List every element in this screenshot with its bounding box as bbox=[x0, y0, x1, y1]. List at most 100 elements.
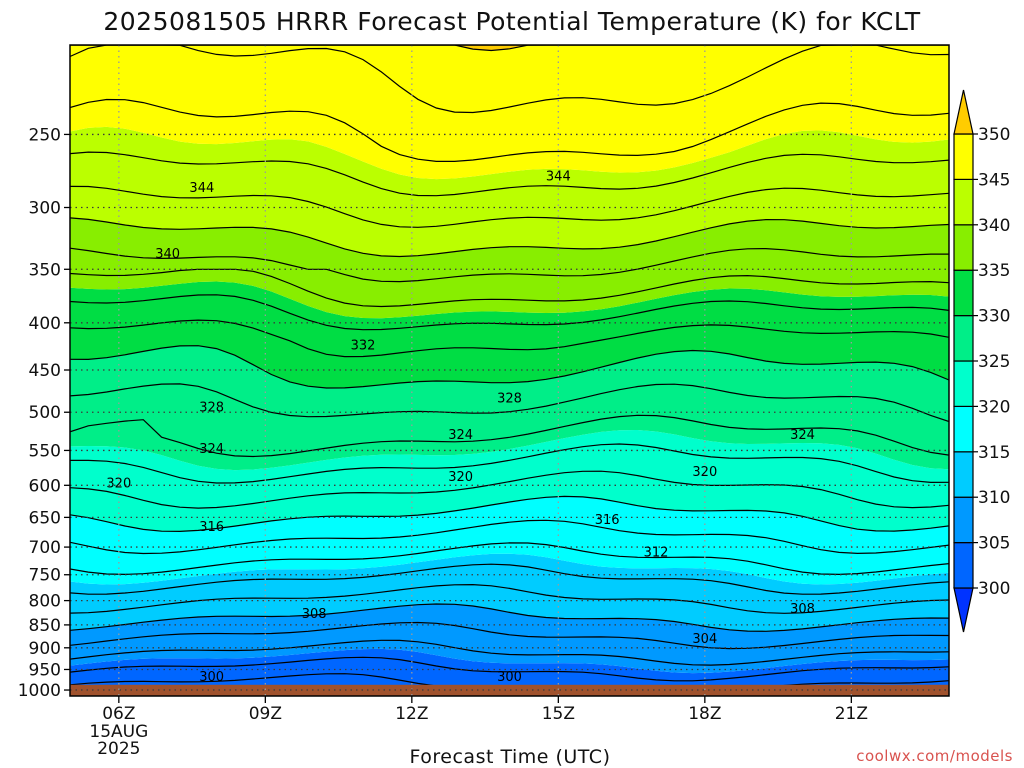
colorbar-segment bbox=[953, 451, 974, 498]
contour-label: 324 bbox=[199, 442, 224, 457]
colorbar: 300 305 310 315 320 325 330 335 340 345 350 bbox=[953, 89, 1010, 633]
colorbar-segment bbox=[953, 224, 974, 271]
colorbar-label: 330 bbox=[978, 307, 1010, 327]
colorbar-label: 340 bbox=[978, 216, 1010, 236]
contour-label: 320 bbox=[692, 465, 717, 480]
contour-line bbox=[70, 383, 949, 423]
y-tick-label: 750 bbox=[29, 566, 61, 586]
y-tick-label: 900 bbox=[29, 639, 61, 659]
contour-line bbox=[70, 151, 949, 197]
color-band bbox=[70, 45, 949, 180]
y-tick-label: 700 bbox=[29, 538, 61, 558]
colorbar-label: 350 bbox=[978, 125, 1010, 145]
colorbar-label: 315 bbox=[978, 443, 1010, 463]
contour-label: 320 bbox=[106, 477, 131, 492]
colorbar-label: 300 bbox=[978, 579, 1010, 599]
contour-line bbox=[70, 268, 949, 308]
contour-line bbox=[70, 45, 949, 114]
colorbar-label: 320 bbox=[978, 397, 1010, 417]
x-tick-label: 21Z bbox=[835, 704, 868, 724]
contour-line bbox=[70, 603, 949, 632]
contour-line bbox=[70, 345, 949, 389]
contour-label: 328 bbox=[199, 401, 224, 416]
color-band bbox=[70, 345, 949, 471]
y-tick-label: 450 bbox=[29, 361, 61, 381]
colorbar-label: 335 bbox=[978, 261, 1010, 281]
contour-line bbox=[70, 98, 949, 162]
x-tick-label: 18Z bbox=[688, 704, 721, 724]
contour-label: 324 bbox=[790, 428, 815, 443]
y-tick-label: 400 bbox=[29, 314, 61, 334]
credit-text: coolwx.com/models bbox=[856, 747, 1013, 765]
colorbar-label: 345 bbox=[978, 170, 1010, 190]
isentrope-contours bbox=[70, 45, 949, 696]
colorbar-label: 310 bbox=[978, 488, 1010, 508]
contour-line bbox=[70, 639, 949, 666]
y-tick-label: 300 bbox=[29, 199, 61, 219]
y-tick-label: 650 bbox=[29, 508, 61, 528]
color-band bbox=[70, 648, 949, 696]
contour-line bbox=[70, 185, 949, 228]
color-fill-bands bbox=[70, 45, 949, 696]
contour-line bbox=[70, 294, 949, 331]
y-tick-label: 600 bbox=[29, 476, 61, 496]
contour-label: 304 bbox=[692, 632, 717, 647]
y-tick-label: 800 bbox=[29, 592, 61, 612]
colorbar-segment bbox=[953, 360, 974, 408]
contour-label: 328 bbox=[497, 392, 522, 407]
contour-label: 316 bbox=[595, 513, 620, 528]
color-band bbox=[70, 45, 949, 51]
color-band bbox=[70, 217, 949, 319]
colorbar-min-arrow bbox=[953, 587, 974, 633]
colorbar-segment bbox=[953, 315, 974, 362]
contour-line bbox=[70, 217, 949, 258]
colorbar-segment bbox=[953, 405, 974, 453]
contour-label: 300 bbox=[199, 670, 224, 685]
contour-labels: 344 344 340 332 328 328 324 324 324 320 320 320 316 3… bbox=[106, 170, 814, 686]
contour-line bbox=[70, 563, 949, 595]
contour-label: 344 bbox=[189, 181, 214, 196]
chart-title: 2025081505 HRRR Forecast Potential Tempe… bbox=[103, 7, 921, 36]
contour-line bbox=[70, 414, 949, 458]
contour-line bbox=[70, 495, 949, 533]
x-date-label: 15AUG bbox=[89, 722, 148, 742]
y-tick-label: 350 bbox=[29, 260, 61, 280]
colorbar-segment bbox=[953, 133, 974, 181]
contour-line bbox=[70, 583, 949, 614]
y-tick-label: 500 bbox=[29, 403, 61, 423]
x-tick-label: 15Z bbox=[542, 704, 575, 724]
colorbar-label: 325 bbox=[978, 352, 1010, 372]
contour-line bbox=[70, 470, 949, 509]
color-band bbox=[70, 553, 949, 632]
color-band bbox=[70, 496, 949, 585]
contour-line bbox=[70, 519, 949, 555]
contour-label: 344 bbox=[546, 170, 571, 185]
x-date-label: 2025 bbox=[97, 739, 140, 759]
contour-label: 308 bbox=[302, 607, 327, 622]
contour-label: 324 bbox=[448, 428, 473, 443]
y-tick-label: 850 bbox=[29, 616, 61, 636]
y-tick-label: 250 bbox=[29, 125, 61, 145]
y-tick-label: 1000 bbox=[18, 681, 61, 701]
y-axis-pressure: 250 300 350 400 450 500 550 600 650 700 750 800 850 9… bbox=[18, 125, 70, 701]
x-tick-label: 12Z bbox=[395, 704, 428, 724]
colorbar-segment bbox=[953, 269, 974, 317]
contour-label: 320 bbox=[448, 470, 473, 485]
contour-label: 308 bbox=[790, 602, 815, 617]
color-band bbox=[70, 126, 949, 257]
y-tick-label: 950 bbox=[29, 660, 61, 680]
contour-label: 300 bbox=[497, 670, 522, 685]
terrain-fill bbox=[70, 684, 949, 696]
contour-label: 340 bbox=[155, 247, 180, 262]
contour-line bbox=[70, 319, 949, 358]
contour-line bbox=[70, 656, 949, 682]
colorbar-max-arrow bbox=[953, 89, 974, 135]
contour-line bbox=[70, 443, 949, 484]
contour-label: 316 bbox=[199, 520, 224, 535]
y-tick-label: 550 bbox=[29, 441, 61, 461]
colorbar-segment bbox=[953, 496, 974, 544]
contour-label: 312 bbox=[644, 546, 669, 561]
x-tick-label: 09Z bbox=[249, 704, 282, 724]
